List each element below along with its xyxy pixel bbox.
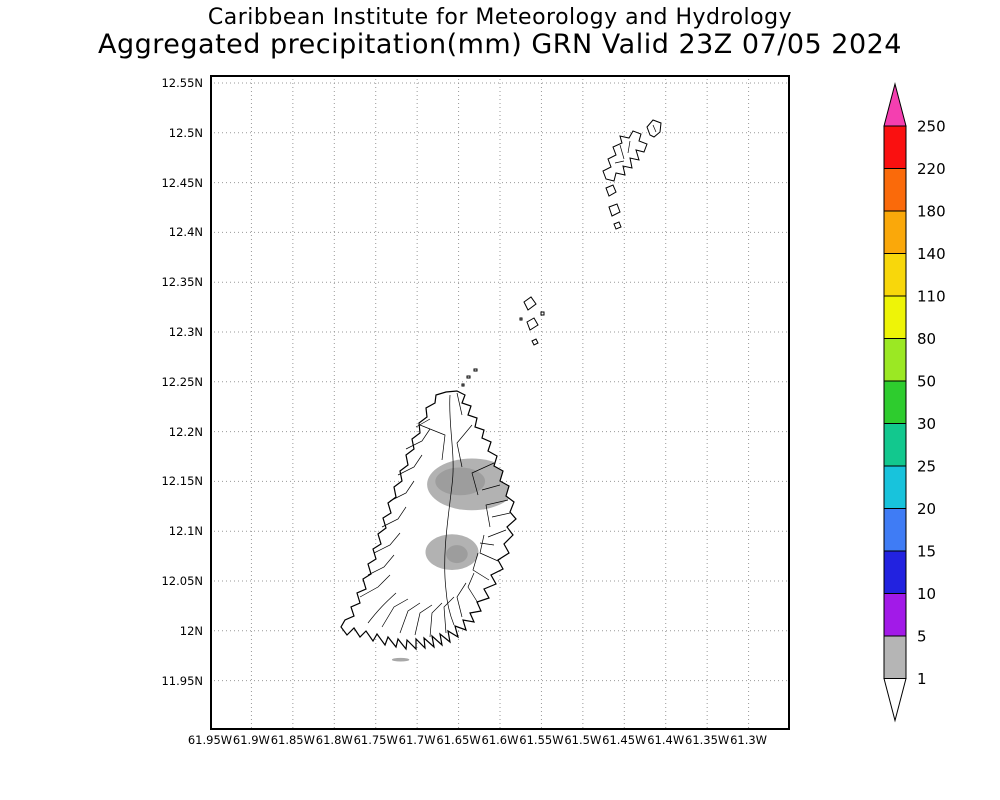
legend-label: 140: [917, 245, 946, 263]
map-plot-area: [210, 75, 790, 730]
map-frame: [210, 75, 790, 730]
legend-label: 15: [917, 543, 936, 561]
x-axis-label: 61.35W: [685, 733, 730, 747]
legend-canvas: 250 220 180 140 110 80 50 30 25 20 15 10 5 1: [883, 82, 946, 723]
legend-segment: [883, 380, 907, 424]
precip-area: [446, 545, 468, 564]
x-axis-label: 61.95W: [187, 733, 233, 747]
x-axis-label: 61.7W: [398, 733, 436, 747]
legend-label: 10: [917, 585, 936, 603]
y-axis-label: 11.95N: [161, 673, 203, 688]
legend-label: 50: [917, 373, 936, 391]
precip-shading-offshore: [391, 657, 410, 662]
x-axis-label: 61.3W: [730, 733, 768, 747]
legend-arrow-top: [883, 82, 907, 127]
legend-segment: [883, 253, 907, 297]
x-axis-label: 61.55W: [519, 733, 564, 747]
legend-segment: [883, 338, 907, 382]
x-axis-label: 61.75W: [353, 733, 398, 747]
grenada-island: [341, 391, 516, 649]
legend-segment: [883, 550, 907, 594]
legend-label: 30: [917, 415, 936, 433]
page-subtitle: Aggregated precipitation(mm) GRN Valid 2…: [98, 29, 902, 60]
legend-label: 220: [917, 160, 946, 178]
y-axis-label: 12.45N: [161, 175, 203, 190]
precip-area: [391, 657, 410, 662]
legend-label: 180: [917, 203, 946, 221]
legend-segment: [883, 593, 907, 637]
x-axis-label: 61.45W: [602, 733, 647, 747]
y-axis-label: 12.05N: [161, 574, 203, 588]
x-axis-label: 61.65W: [436, 733, 481, 747]
precip-area: [435, 467, 486, 496]
y-axis-label: 12.55N: [161, 76, 203, 90]
legend-colorbar: 250 220 180 140 110 80 50 30 25 20 15 10 5 1: [875, 80, 1000, 730]
x-axis-label: 61.9W: [232, 733, 270, 747]
legend-segment: [883, 210, 907, 254]
legend-segment: [883, 465, 907, 509]
legend-label: 25: [917, 458, 936, 476]
x-axis-label: 61.5W: [564, 733, 602, 747]
y-axis-label: 12.2N: [168, 424, 203, 439]
x-axis-label: 61.85W: [270, 733, 315, 747]
x-axis-label: 61.4W: [647, 733, 685, 747]
legend-label: 110: [917, 288, 946, 306]
legend-label: 20: [917, 500, 936, 518]
ronde-island-cluster: [519, 296, 545, 346]
legend-segment: [883, 423, 907, 467]
y-axis-label: 12.1N: [168, 524, 203, 539]
legend-segment: [883, 125, 907, 169]
legend-label: 250: [917, 118, 946, 136]
y-axis-label: 12.15N: [161, 474, 203, 489]
legend-label: 1: [917, 670, 927, 688]
y-axis-label: 12.5N: [168, 125, 203, 140]
legend-label: 5: [917, 628, 927, 646]
y-axis-label: 12.3N: [168, 325, 203, 339]
legend-segment: [883, 295, 907, 339]
watershed-boundaries: [359, 392, 511, 638]
grid-lines: [210, 75, 790, 730]
legend-segment: [883, 508, 907, 552]
y-axis-label: 12.25N: [161, 374, 203, 389]
y-axis-label: 12.4N: [168, 225, 203, 240]
page-title: Caribbean Institute for Meteorology and …: [207, 5, 793, 30]
x-axis-label: 61.8W: [315, 733, 353, 747]
y-axis-label: 12N: [179, 623, 203, 638]
legend-label: 80: [917, 330, 936, 348]
map-canvas: [210, 75, 790, 730]
y-axis-label: 12.35N: [161, 275, 203, 290]
x-axis-label: 61.6W: [481, 733, 519, 747]
legend-segment: [883, 635, 907, 679]
north-tip-islets: [461, 368, 478, 387]
legend-arrow-bottom: [883, 678, 907, 723]
southern-grenadine-islets: [605, 184, 622, 230]
precip-shading: [425, 458, 516, 570]
petite-martinique-island: [646, 119, 662, 138]
carriacou-island: [602, 130, 648, 182]
legend-segment: [883, 168, 907, 212]
